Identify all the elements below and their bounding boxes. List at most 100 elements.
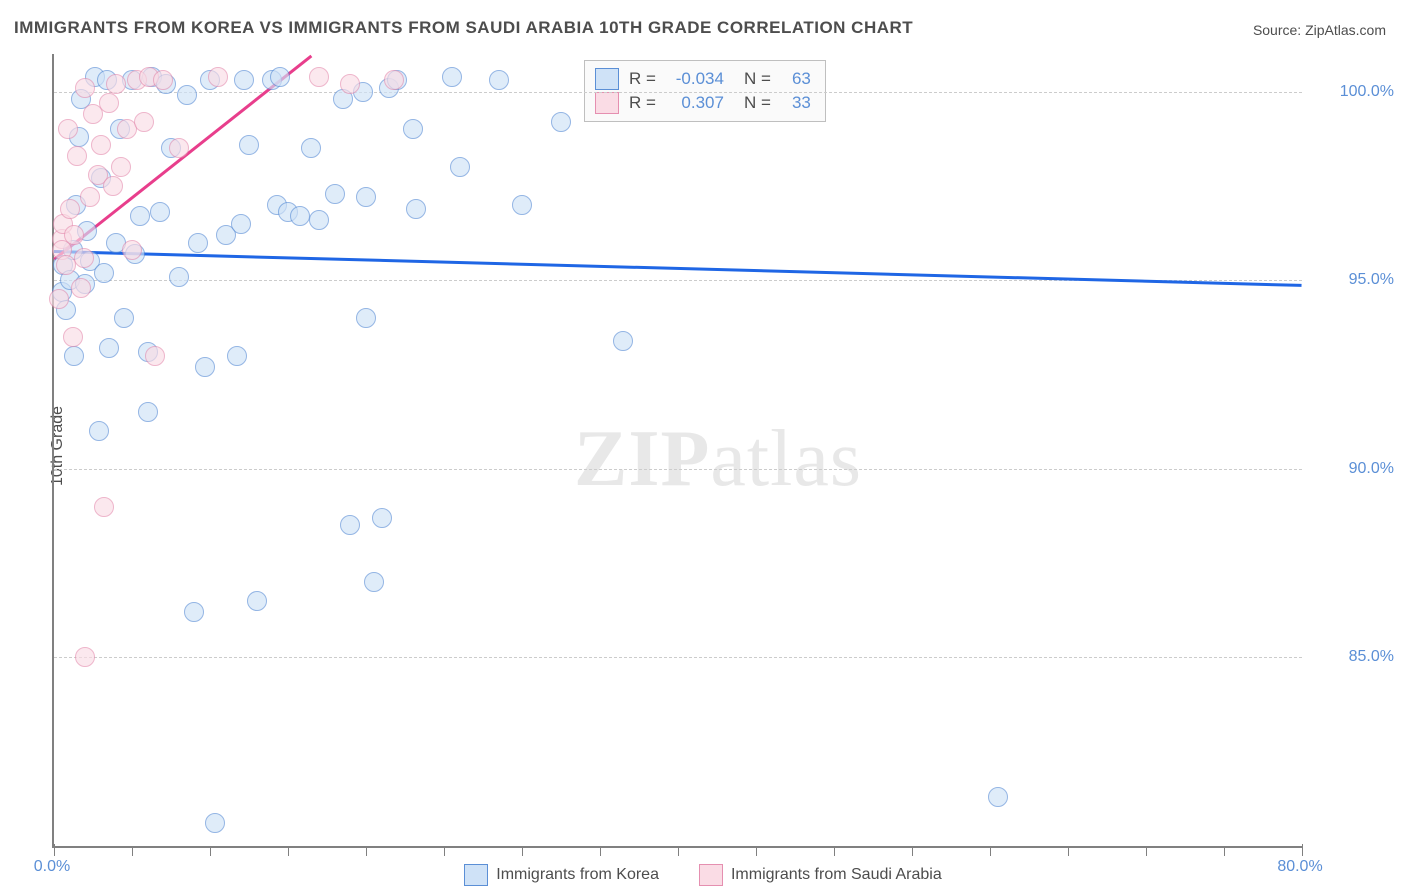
data-point: [74, 248, 94, 268]
r-label: R =: [629, 67, 656, 91]
data-point: [489, 70, 509, 90]
data-point: [75, 647, 95, 667]
x-tick-label: 0.0%: [34, 858, 70, 876]
data-point: [988, 787, 1008, 807]
data-point: [91, 135, 111, 155]
gridline: [54, 657, 1302, 658]
r-label: R =: [629, 91, 656, 115]
legend-swatch: [595, 68, 619, 90]
data-point: [64, 225, 84, 245]
data-point: [403, 119, 423, 139]
data-point: [234, 70, 254, 90]
data-point: [406, 199, 426, 219]
x-tick-label: 80.0%: [1277, 858, 1322, 876]
legend-item: Immigrants from Korea: [464, 864, 659, 886]
n-value: 33: [781, 91, 811, 115]
x-tick-minor: [132, 846, 133, 856]
data-point: [301, 138, 321, 158]
data-point: [130, 206, 150, 226]
data-point: [442, 67, 462, 87]
x-tick-minor: [1146, 846, 1147, 856]
legend-item: Immigrants from Saudi Arabia: [699, 864, 942, 886]
data-point: [188, 233, 208, 253]
x-tick-minor: [600, 846, 601, 856]
gridline: [54, 469, 1302, 470]
data-point: [613, 331, 633, 351]
data-point: [71, 278, 91, 298]
x-tick-major: [1302, 844, 1303, 856]
data-point: [340, 74, 360, 94]
data-point: [231, 214, 251, 234]
legend-swatch: [699, 864, 723, 886]
x-tick-minor: [522, 846, 523, 856]
legend-label: Immigrants from Saudi Arabia: [731, 866, 942, 884]
x-tick-minor: [444, 846, 445, 856]
x-tick-minor: [990, 846, 991, 856]
y-tick-label: 90.0%: [1349, 460, 1394, 478]
data-point: [325, 184, 345, 204]
data-point: [247, 591, 267, 611]
x-tick-minor: [210, 846, 211, 856]
data-point: [67, 146, 87, 166]
data-point: [208, 67, 228, 87]
data-point: [270, 67, 290, 87]
source-credit: Source: ZipAtlas.com: [1253, 22, 1386, 38]
data-point: [551, 112, 571, 132]
data-point: [239, 135, 259, 155]
legend-swatch: [595, 92, 619, 114]
x-tick-minor: [288, 846, 289, 856]
data-point: [64, 346, 84, 366]
data-point: [227, 346, 247, 366]
data-point: [184, 602, 204, 622]
data-point: [169, 138, 189, 158]
watermark-bold: ZIP: [574, 415, 710, 503]
y-tick-label: 95.0%: [1349, 271, 1394, 289]
data-point: [111, 157, 131, 177]
data-point: [356, 308, 376, 328]
data-point: [450, 157, 470, 177]
source-prefix: Source:: [1253, 22, 1305, 38]
data-point: [49, 289, 69, 309]
x-tick-minor: [912, 846, 913, 856]
data-point: [114, 308, 134, 328]
data-point: [195, 357, 215, 377]
data-point: [122, 240, 142, 260]
bottom-legend: Immigrants from Korea Immigrants from Sau…: [0, 864, 1406, 886]
x-tick-minor: [756, 846, 757, 856]
data-point: [106, 74, 126, 94]
data-point: [138, 402, 158, 422]
legend-row: R =-0.034N =63: [595, 67, 811, 91]
n-value: 63: [781, 67, 811, 91]
data-point: [99, 93, 119, 113]
y-tick-label: 100.0%: [1340, 83, 1394, 101]
data-point: [512, 195, 532, 215]
data-point: [169, 267, 189, 287]
data-point: [205, 813, 225, 833]
data-point: [99, 338, 119, 358]
data-point: [60, 199, 80, 219]
scatter-plot-area: ZIPatlas R =-0.034N =63R = 0.307 N = 33: [52, 54, 1302, 848]
legend-row: R = 0.307 N = 33: [595, 91, 811, 115]
data-point: [94, 263, 114, 283]
n-label: N =: [744, 91, 771, 115]
x-tick-major: [54, 844, 55, 856]
legend-swatch: [464, 864, 488, 886]
chart-title: IMMIGRANTS FROM KOREA VS IMMIGRANTS FROM…: [14, 18, 913, 38]
data-point: [340, 515, 360, 535]
data-point: [80, 187, 100, 207]
watermark-light: atlas: [710, 415, 862, 503]
data-point: [150, 202, 170, 222]
data-point: [384, 70, 404, 90]
data-point: [145, 346, 165, 366]
data-point: [364, 572, 384, 592]
data-point: [63, 327, 83, 347]
r-value: 0.307: [666, 91, 724, 115]
legend-label: Immigrants from Korea: [496, 866, 659, 884]
data-point: [356, 187, 376, 207]
data-point: [290, 206, 310, 226]
x-tick-minor: [834, 846, 835, 856]
data-point: [89, 421, 109, 441]
data-point: [309, 210, 329, 230]
data-point: [134, 112, 154, 132]
data-point: [58, 119, 78, 139]
